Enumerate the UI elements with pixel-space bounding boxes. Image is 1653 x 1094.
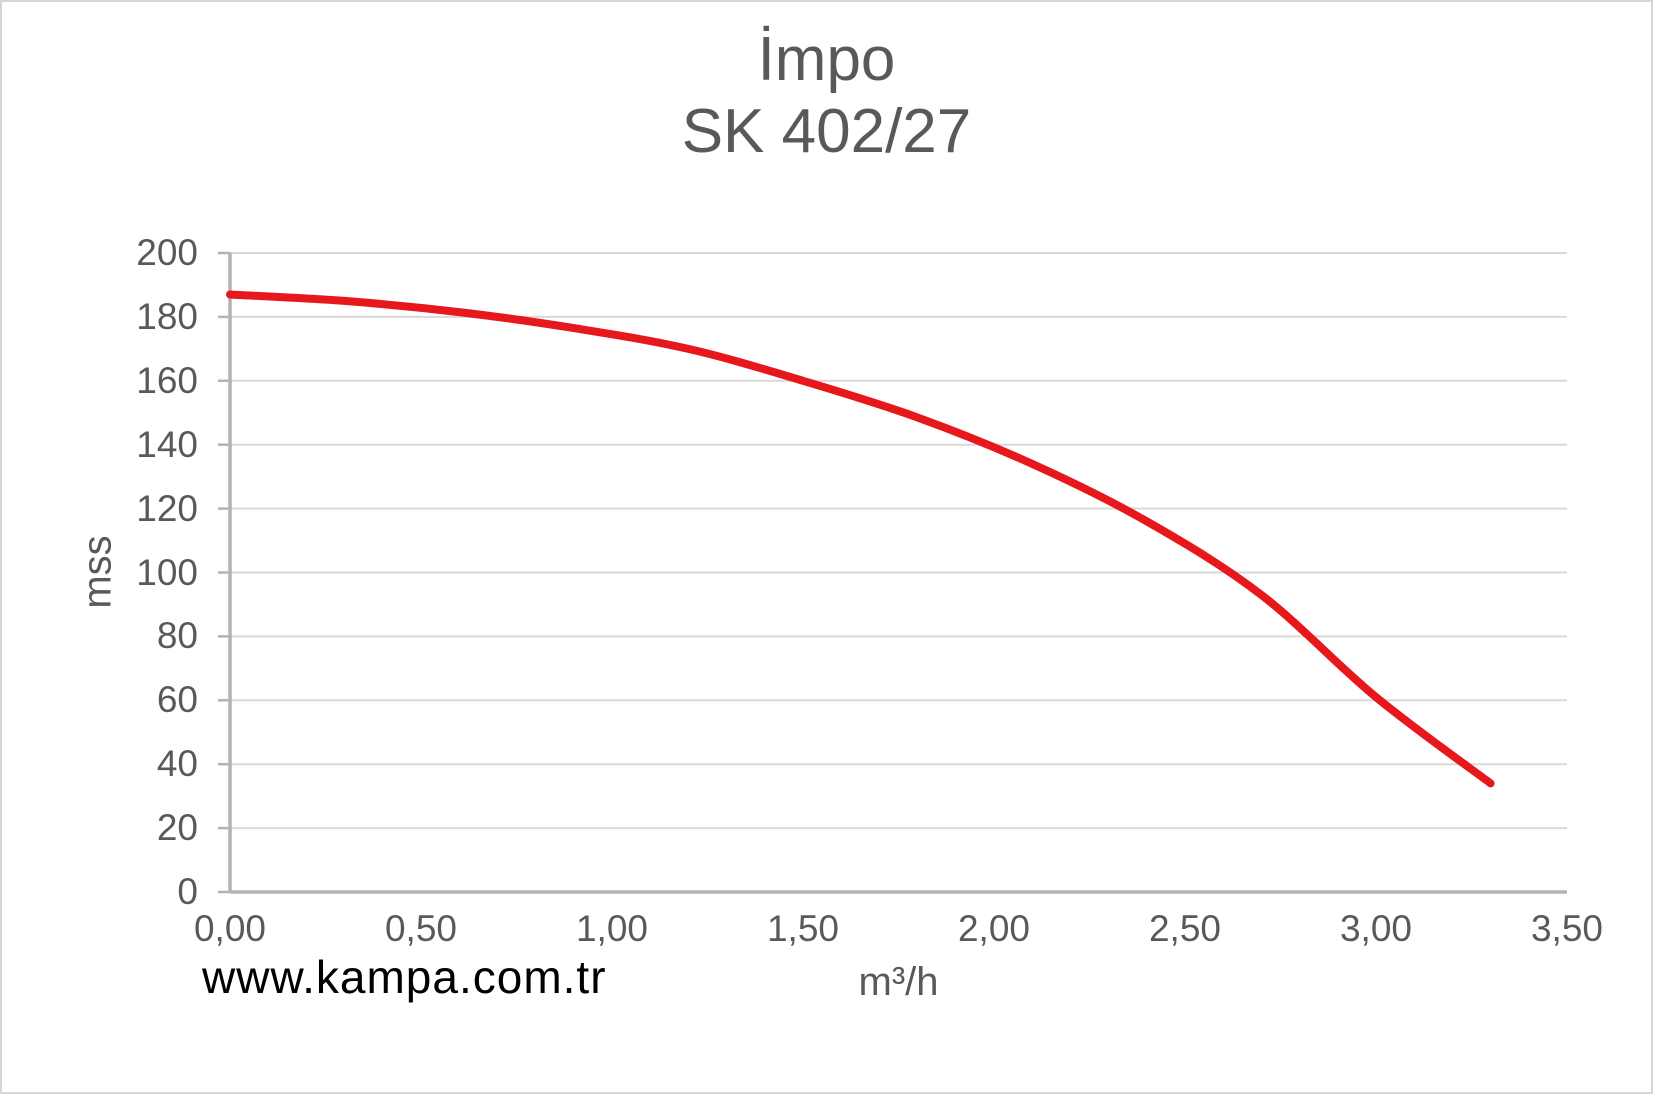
x-tick-label: 3,00 (1339, 908, 1412, 949)
plot-area (218, 251, 1567, 894)
y-tick-label: 160 (136, 359, 198, 401)
watermark-link: www.kampa.com.tr (202, 951, 607, 1003)
y-tick-label: 200 (136, 232, 198, 273)
y-tick-label: 20 (156, 807, 198, 849)
x-tick-label: 1,50 (766, 908, 839, 949)
x-tick-label: 0,00 (193, 908, 266, 949)
chart-title: İmpo SK 402/27 (2, 24, 1651, 168)
chart-title-line2: SK 402/27 (681, 96, 972, 166)
x-tick-label: 3,50 (1530, 908, 1603, 949)
x-axis-title: m³/h (858, 960, 939, 1004)
y-tick-label: 40 (156, 743, 198, 785)
x-tick-label: 1,00 (575, 908, 648, 949)
pump-curve-line (226, 290, 1495, 788)
x-tick-label: 2,50 (1148, 908, 1221, 949)
y-tick-label: 80 (156, 615, 198, 657)
x-tick-label: 2,00 (957, 908, 1030, 949)
y-tick-label: 120 (136, 487, 198, 529)
chart-title-line1: İmpo (757, 25, 896, 94)
y-tick-label: 60 (156, 679, 198, 721)
x-tick-label: 0,50 (384, 908, 457, 949)
y-tick-label: 180 (136, 295, 198, 337)
y-tick-label: 140 (136, 423, 198, 465)
y-tick-label: 0 (177, 871, 198, 912)
y-axis-title: mss (75, 535, 120, 609)
y-tick-label: 100 (136, 551, 198, 593)
